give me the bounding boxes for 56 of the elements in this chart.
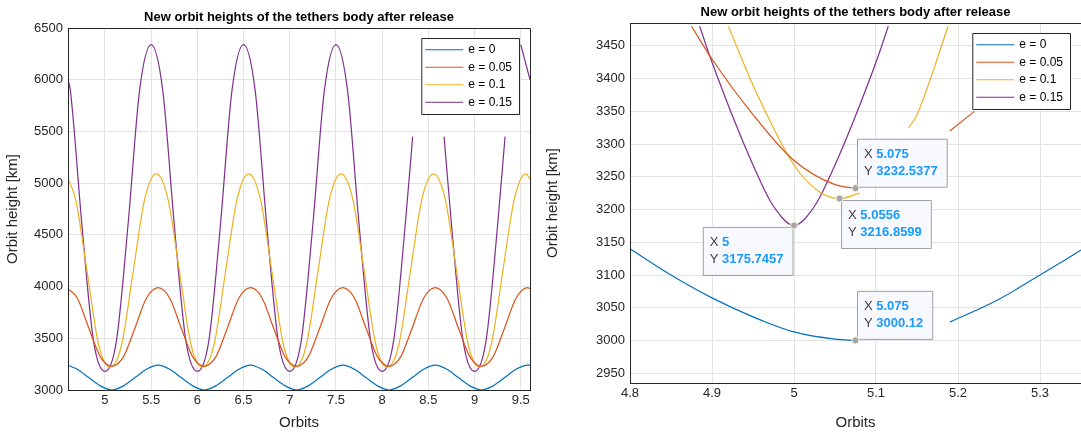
y-axis-title: Orbit height [km]	[3, 153, 21, 265]
y-tick-label: 3150	[596, 233, 625, 249]
annotation: X 5 Y 3175.7457	[709, 234, 784, 266]
x-tick-label: 5	[101, 392, 109, 408]
x-tick-label: 5.1	[866, 385, 886, 401]
x-axis-title: Orbits	[278, 413, 320, 431]
annotation: X 5.075 Y 3000.12	[864, 297, 924, 330]
line-series	[68, 364, 530, 390]
y-tick-label: 3400	[596, 70, 625, 86]
chart-title: New orbit heights of the tethers body after release	[700, 4, 1011, 20]
y-axis-title: Orbit height [km]	[543, 147, 561, 259]
x-tick-label: 6.5	[234, 392, 253, 408]
x-tick-label: 5.2	[948, 385, 968, 401]
legend-label: e = 0.05	[468, 59, 513, 74]
x-tick-label: 7.5	[326, 392, 345, 408]
y-tick-label: 3450	[596, 37, 625, 53]
y-tick-label: 3500	[34, 329, 63, 345]
legend-label: e = 0.1	[468, 77, 506, 92]
x-tick-label: 5.3	[1030, 385, 1050, 401]
x-tick-label: 8	[378, 392, 386, 408]
y-tick-label: 3300	[596, 135, 625, 151]
legend-label: e = 0.05	[1019, 54, 1064, 69]
x-tick-label: 9.5	[511, 392, 530, 408]
y-tick-label: 2950	[596, 364, 625, 380]
y-tick-label: 4000	[34, 278, 63, 294]
y-tick-label: 3000	[34, 381, 63, 397]
annotation: X 5.075 Y 3232.5377	[864, 145, 938, 178]
line-series	[68, 287, 530, 367]
legend-label: e = 0.15	[1019, 89, 1064, 104]
chart-title: New orbit heights of the tethers body after release	[144, 9, 454, 25]
y-tick-label: 5500	[34, 123, 63, 139]
y-tick-label: 3100	[596, 266, 625, 282]
y-tick-label: 5000	[34, 174, 63, 190]
annotation: X 5.0556 Y 3216.8599	[848, 207, 922, 240]
x-tick-label: 4.8	[620, 385, 640, 401]
y-tick-label: 3350	[596, 102, 625, 118]
y-tick-label: 3000	[596, 332, 625, 348]
x-tick-label: 9	[470, 392, 479, 408]
legend-label: e = 0	[1019, 37, 1047, 52]
y-tick-label: 6000	[34, 71, 63, 87]
y-tick-label: 3200	[596, 201, 625, 217]
y-tick-label: 3050	[596, 299, 625, 315]
x-tick-label: 4.9	[702, 385, 722, 401]
x-tick-label: 5.5	[142, 392, 161, 408]
line-series	[68, 173, 530, 368]
y-tick-label: 3250	[596, 168, 625, 184]
legend-label: e = 0.1	[1019, 72, 1057, 87]
legend-label: e = 0.15	[468, 94, 513, 109]
x-tick-label: 5	[790, 385, 798, 401]
y-tick-label: 4500	[34, 226, 63, 242]
x-tick-label: 8.5	[419, 392, 438, 408]
legend-label: e = 0	[468, 42, 496, 57]
y-tick-label: 6500	[34, 19, 63, 35]
x-tick-label: 6	[193, 392, 201, 408]
x-axis-title: Orbits	[835, 413, 876, 431]
x-tick-label: 7	[286, 392, 294, 408]
